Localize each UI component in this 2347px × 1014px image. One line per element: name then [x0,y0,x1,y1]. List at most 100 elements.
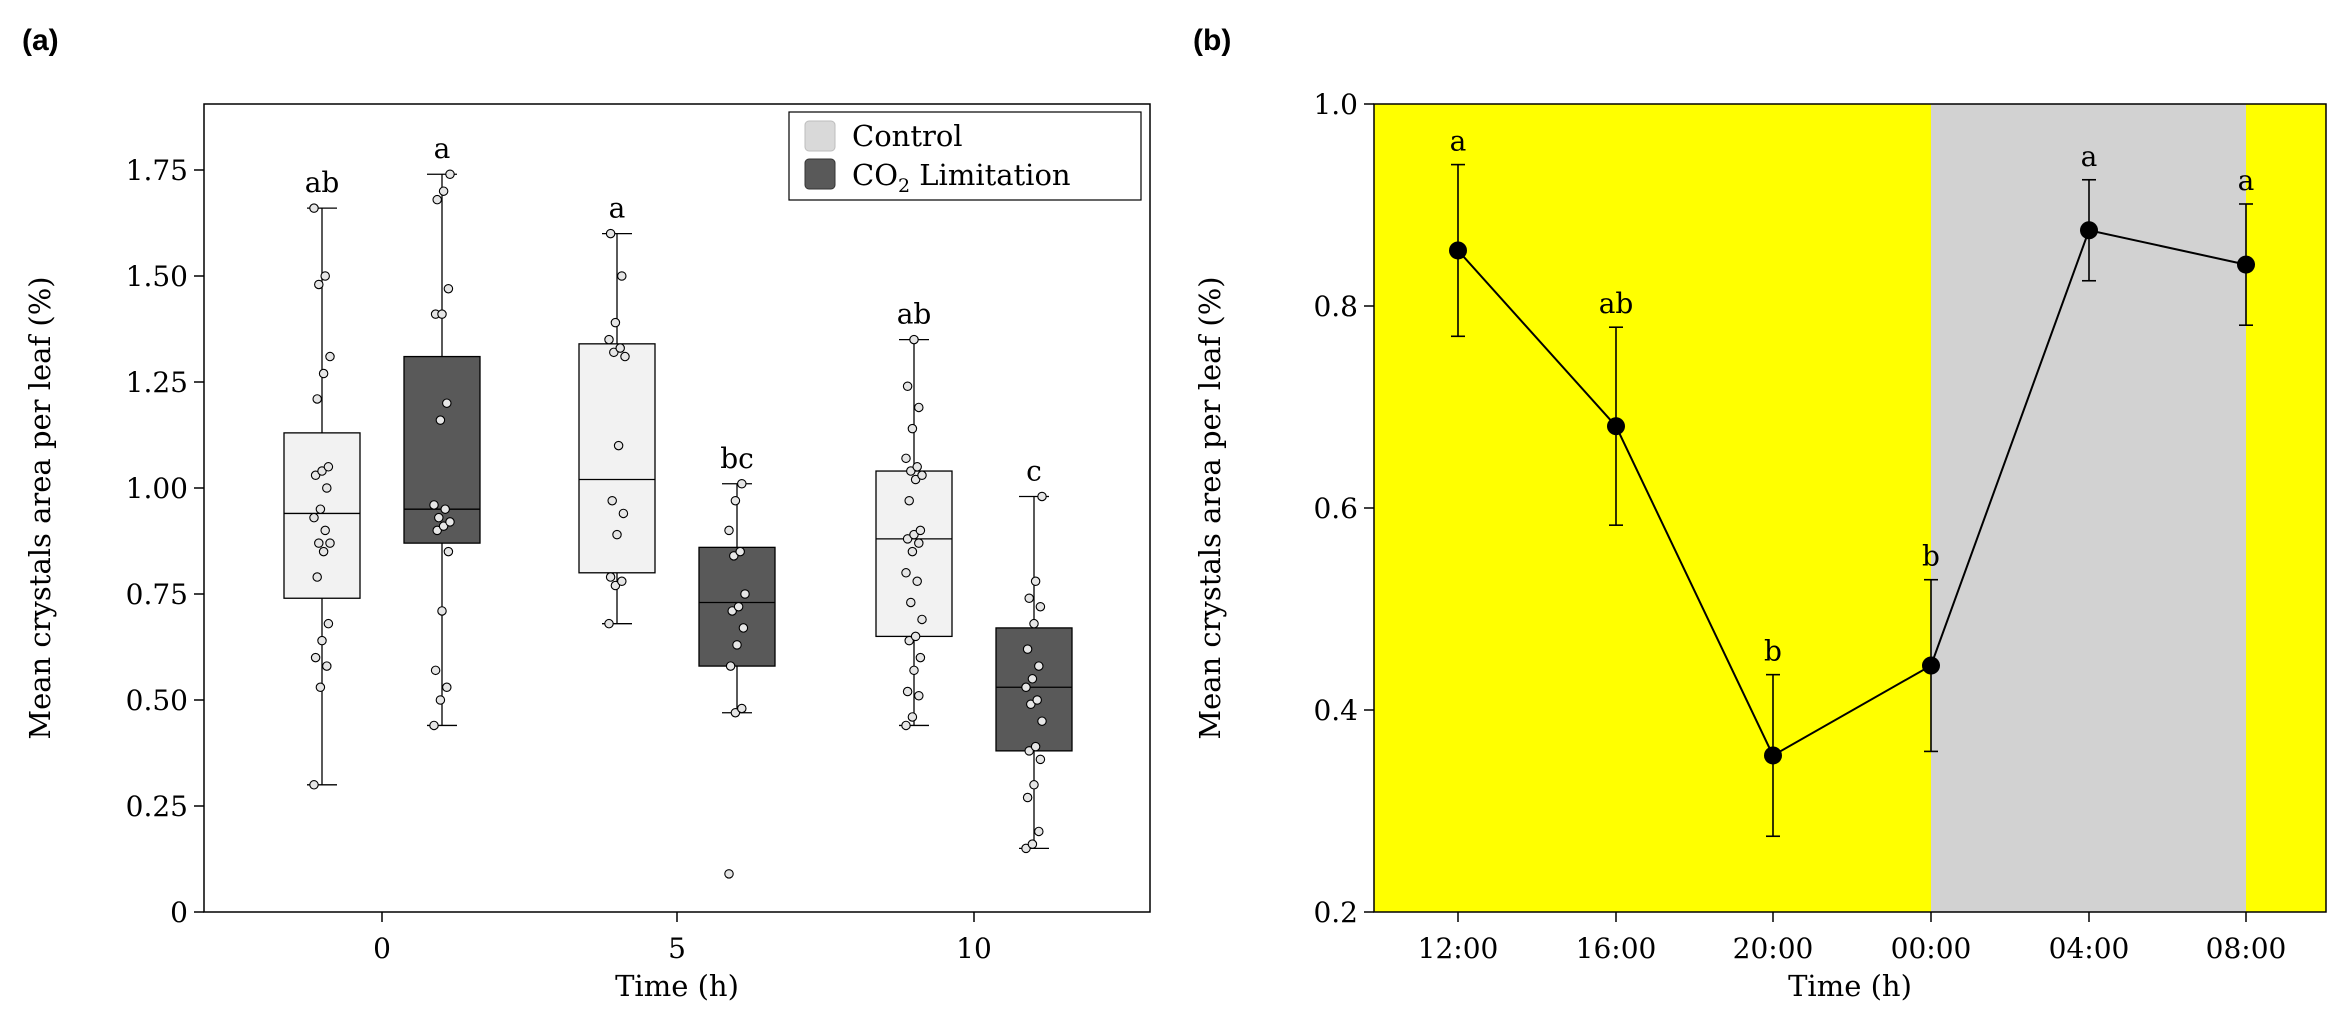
data-point [314,538,324,548]
data-point [605,228,616,239]
data-point [434,512,444,523]
data-point [1029,780,1039,790]
data-point [730,495,741,506]
series-line [1457,229,2247,757]
data-point [914,538,924,548]
data-point [438,521,449,531]
data-point [322,661,332,671]
x-tick-label: 10 [956,932,992,965]
data-point [915,525,926,536]
data-point [909,529,919,540]
y-tick-label: 0.2 [1313,896,1358,929]
data-point [1607,417,1625,436]
data-point [437,309,447,319]
data-point [617,576,627,587]
box-group: a [578,192,656,629]
data-point [902,381,913,391]
panel-b-x-axis-title: Time (h) [1788,969,1912,1003]
data-point [917,614,927,625]
significance-letter: a [609,192,626,225]
panel-a: (a) 0 0.25 0.50 0.75 1.00 1.25 1.50 1.75 0 5 10 a… [22,24,1151,1003]
box-group: a [403,132,481,731]
panel-a-x-axis: 0 5 10 [373,912,992,965]
data-point [604,618,614,629]
data-point [618,508,629,519]
data-point [724,525,734,536]
panel-a-y-axis: 0 0.25 0.50 0.75 1.00 1.25 1.50 1.75 [126,154,204,929]
box-group: ab [875,298,953,731]
data-point [1764,746,1782,765]
x-tick-label: 00:00 [1891,932,1972,965]
significance-letter: ab [897,298,932,331]
x-tick-label: 5 [668,932,686,965]
significance-letter: a [2081,140,2098,173]
data-point [1022,792,1033,803]
data-point [440,504,450,514]
data-point [1037,716,1047,726]
data-point [906,597,916,608]
data-point [724,869,734,879]
data-point [1021,682,1031,693]
y-tick-label: 0.50 [126,684,188,717]
data-point [1024,593,1034,603]
data-point [1027,839,1038,849]
data-point [909,334,919,345]
data-point [914,691,924,701]
panel-a-legend: Control CO2 Limitation [788,111,1142,201]
data-point [432,194,442,205]
box [995,627,1073,752]
x-tick-label: 04:00 [2049,932,2130,965]
data-point [612,529,622,540]
data-point [907,423,918,434]
box-group: ab [283,166,361,790]
data-point [901,720,911,731]
data-point [604,334,614,345]
data-point [435,415,446,425]
data-point [1021,843,1031,854]
y-tick-label: 1.00 [126,472,188,505]
data-point [910,631,921,642]
data-point [2237,255,2255,274]
data-point [1032,695,1042,705]
data-point [737,703,747,714]
x-tick-label: 16:00 [1576,932,1657,965]
data-point [429,500,439,510]
data-point [1024,746,1034,756]
y-tick-label: 0.4 [1313,694,1358,727]
data-point [904,635,914,646]
data-point [917,470,927,481]
light-period-region [1374,104,1931,912]
data-point [312,394,322,404]
data-point [610,580,621,591]
significance-letter: a [2238,164,2255,197]
y-tick-label: 0 [170,896,188,929]
y-tick-label: 1.25 [126,366,188,399]
data-point [312,572,322,582]
data-point [1030,576,1041,587]
data-point [430,665,441,676]
data-point [445,169,455,179]
panel-b-y-axis: 0.2 0.4 0.6 0.8 1.0 [1313,88,1374,929]
data-point [442,398,452,408]
box-group: c [995,454,1073,854]
data-point [910,474,921,485]
data-point [912,462,922,472]
data-point [310,470,321,481]
y-tick-label: 1.0 [1313,88,1358,121]
panel-b: (b) 0.2 0.4 0.6 0.8 1.0 12:00 16:00 20:00 00:00… [1193,24,2327,1003]
data-point [730,707,741,718]
data-point [1034,826,1044,837]
panel-b-series: a ab b b a a [1449,125,2255,838]
data-point [901,568,911,578]
significance-letter: b [1922,540,1940,573]
data-point [733,601,744,612]
y-tick-label: 0.8 [1313,290,1358,323]
panel-a-plot-frame [203,103,1151,913]
panel-a-label: (a) [22,24,59,57]
data-point [2080,221,2098,240]
data-point [1035,601,1046,612]
significance-letter: ab [305,166,340,199]
data-point [318,546,329,557]
data-point [901,453,911,464]
